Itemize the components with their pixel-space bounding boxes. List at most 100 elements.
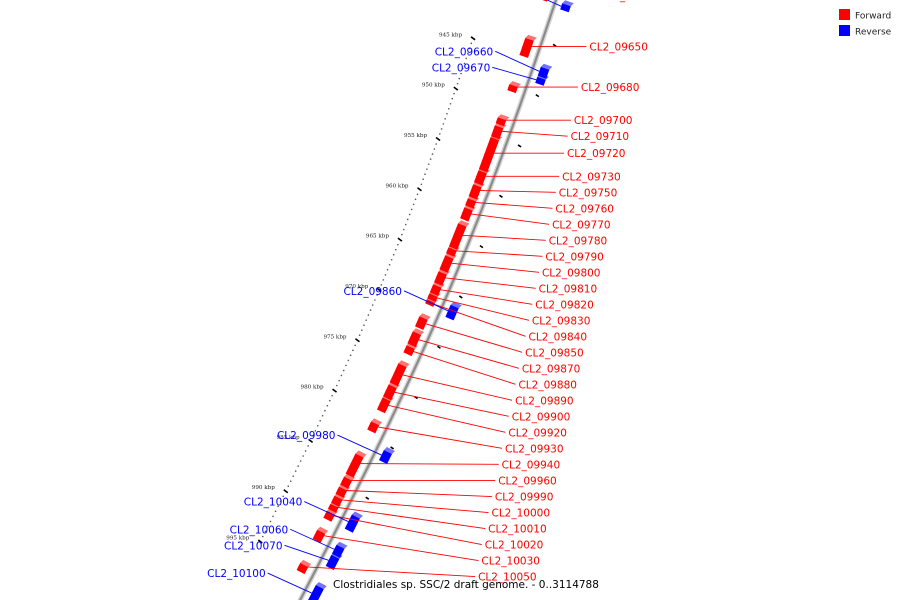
gene-bevel: [458, 220, 470, 227]
gene-cl2_09930[interactable]: [367, 421, 380, 434]
gene-label-leader: [393, 372, 513, 401]
gene-cl2_09860[interactable]: [445, 304, 459, 321]
gene-cl2_09940[interactable]: [345, 453, 364, 478]
gene-label-cl2_09830[interactable]: CL2_09830: [532, 315, 591, 327]
gene-cl2_10040[interactable]: [344, 514, 360, 533]
scale-dot: [319, 419, 321, 422]
gene-label-cl2_09770[interactable]: CL2_09770: [552, 219, 611, 231]
gene-label-cl2_09890[interactable]: CL2_09890: [515, 395, 574, 407]
gene-label-leader: [492, 130, 568, 137]
scale-dot: [470, 42, 473, 45]
scale-dot: [340, 374, 343, 377]
gene-bevel: [537, 73, 549, 80]
gene-label-cl2_09750[interactable]: CL2_09750: [559, 187, 618, 199]
gene-cl2_09850[interactable]: [415, 316, 428, 330]
gene-cl2_09610[interactable]: [539, 0, 550, 2]
gene-label-cl2_09660[interactable]: CL2_09660: [435, 46, 494, 58]
gene-label-cl2_09710[interactable]: CL2_09710: [571, 131, 630, 143]
gene-label-cl2_09780[interactable]: CL2_09780: [549, 235, 608, 247]
gene-cl2_09980[interactable]: [379, 450, 392, 464]
gene-label-cl2_09810[interactable]: CL2_09810: [539, 283, 598, 295]
gene-cl2_10050[interactable]: [296, 562, 309, 575]
gene-label-cl2_09880[interactable]: CL2_09880: [518, 379, 577, 391]
gene-bevel: [317, 526, 329, 534]
gene-label-cl2_10060[interactable]: CL2_10060: [230, 524, 289, 536]
gene-label-leader: [492, 66, 537, 81]
gene-label-cl2_10010[interactable]: CL2_10010: [488, 524, 547, 536]
gene-cl2_09670[interactable]: [535, 76, 546, 86]
scale-dot: [277, 505, 279, 508]
gene-label-cl2_10100[interactable]: CL2_10100: [207, 568, 266, 580]
gene-label-cl2_09610[interactable]: CL2_09610: [600, 0, 659, 3]
gene-label-cl2_09980[interactable]: CL2_09980: [277, 430, 336, 442]
gene-bevel: [326, 507, 338, 515]
scale-dot: [410, 208, 413, 211]
gene-cl2_09800[interactable]: [439, 255, 454, 273]
gene-label-cl2_09930[interactable]: CL2_09930: [505, 443, 564, 455]
gene-label-cl2_10030[interactable]: CL2_10030: [481, 556, 540, 568]
gene-label-leader: [495, 50, 540, 72]
gene-label-cl2_09650[interactable]: CL2_09650: [589, 41, 648, 53]
gene-label-cl2_09920[interactable]: CL2_09920: [508, 427, 567, 439]
gene-label-leader: [329, 505, 486, 530]
gene-cl2_09920[interactable]: [376, 397, 391, 414]
scale-tick: [283, 489, 289, 494]
gene-label-cl2_09850[interactable]: CL2_09850: [525, 347, 584, 359]
gene-label-cl2_10070[interactable]: CL2_10070: [224, 540, 283, 552]
gene-label-cl2_09700[interactable]: CL2_09700: [574, 115, 633, 127]
gene-label-cl2_10020[interactable]: CL2_10020: [485, 540, 544, 552]
scale-tick-label: 960 kbp: [385, 183, 408, 189]
gene-cl2_09720[interactable]: [478, 137, 500, 173]
gene-cl2_09620[interactable]: [560, 3, 571, 13]
scale-dot: [374, 299, 376, 301]
gene-label-cl2_09990[interactable]: CL2_09990: [495, 492, 554, 504]
gene-label-cl2_09840[interactable]: CL2_09840: [529, 331, 588, 343]
gene-label-cl2_09680[interactable]: CL2_09680: [581, 82, 640, 94]
gene-label-cl2_09960[interactable]: CL2_09960: [498, 476, 557, 488]
scale-dot: [440, 128, 443, 130]
gene-label-cl2_09760[interactable]: CL2_09760: [555, 203, 614, 215]
gene-label-cl2_10000[interactable]: CL2_10000: [492, 508, 551, 520]
gene-label-cl2_09820[interactable]: CL2_09820: [535, 299, 594, 311]
gene-cl2_10030[interactable]: [312, 529, 326, 543]
gene-label-cl2_10040[interactable]: CL2_10040: [244, 497, 303, 509]
scale-dot: [269, 520, 272, 523]
gene-label-leader: [466, 201, 553, 209]
scale-dot: [451, 97, 454, 100]
scale-tick: [435, 136, 441, 142]
scale-tick: [332, 388, 338, 393]
scale-dot: [426, 168, 428, 170]
gene-label-cl2_09870[interactable]: CL2_09870: [522, 363, 581, 375]
gene-features: [296, 0, 574, 600]
gene-label-cl2_09940[interactable]: CL2_09940: [502, 459, 561, 471]
gene-label-cl2_09670[interactable]: CL2_09670: [432, 62, 491, 74]
gene-cl2_10020[interactable]: [323, 510, 335, 522]
scale-tick-label: 965 kbp: [366, 234, 389, 240]
scale-dot: [328, 399, 331, 402]
scale-dot: [331, 394, 333, 397]
gene-bevel: [382, 394, 394, 402]
gene-label-cl2_09860[interactable]: CL2_09860: [343, 286, 402, 298]
gene-cl2_09780[interactable]: [448, 223, 467, 250]
gene-label-cl2_09730[interactable]: CL2_09730: [562, 171, 621, 183]
gene-label-leader: [417, 320, 523, 353]
scale-dot: [390, 258, 393, 261]
gene-cl2_09880[interactable]: [403, 345, 415, 357]
gene-cl2_10070[interactable]: [325, 554, 340, 570]
gene-label-cl2_10050[interactable]: CL2_10050: [478, 572, 537, 584]
scale-tick-label: 995 kbp: [226, 536, 249, 542]
gene-cl2_09650[interactable]: [519, 37, 534, 58]
gene-cl2_09770[interactable]: [460, 207, 473, 222]
gene-cl2_09680[interactable]: [507, 84, 518, 94]
gene-label-cl2_09800[interactable]: CL2_09800: [542, 267, 601, 279]
gene-label-cl2_09790[interactable]: CL2_09790: [545, 251, 604, 263]
scale-dot: [447, 107, 450, 110]
scale-dot: [358, 334, 361, 337]
gene-label-cl2_09900[interactable]: CL2_09900: [512, 411, 571, 423]
gene-label-cl2_09720[interactable]: CL2_09720: [567, 148, 626, 160]
scale-tick: [365, 496, 370, 500]
scale-dot: [369, 309, 372, 311]
scale-dot: [444, 118, 446, 120]
gene-cl2_09890[interactable]: [389, 363, 407, 387]
gene-cl2_10100[interactable]: [308, 585, 324, 600]
